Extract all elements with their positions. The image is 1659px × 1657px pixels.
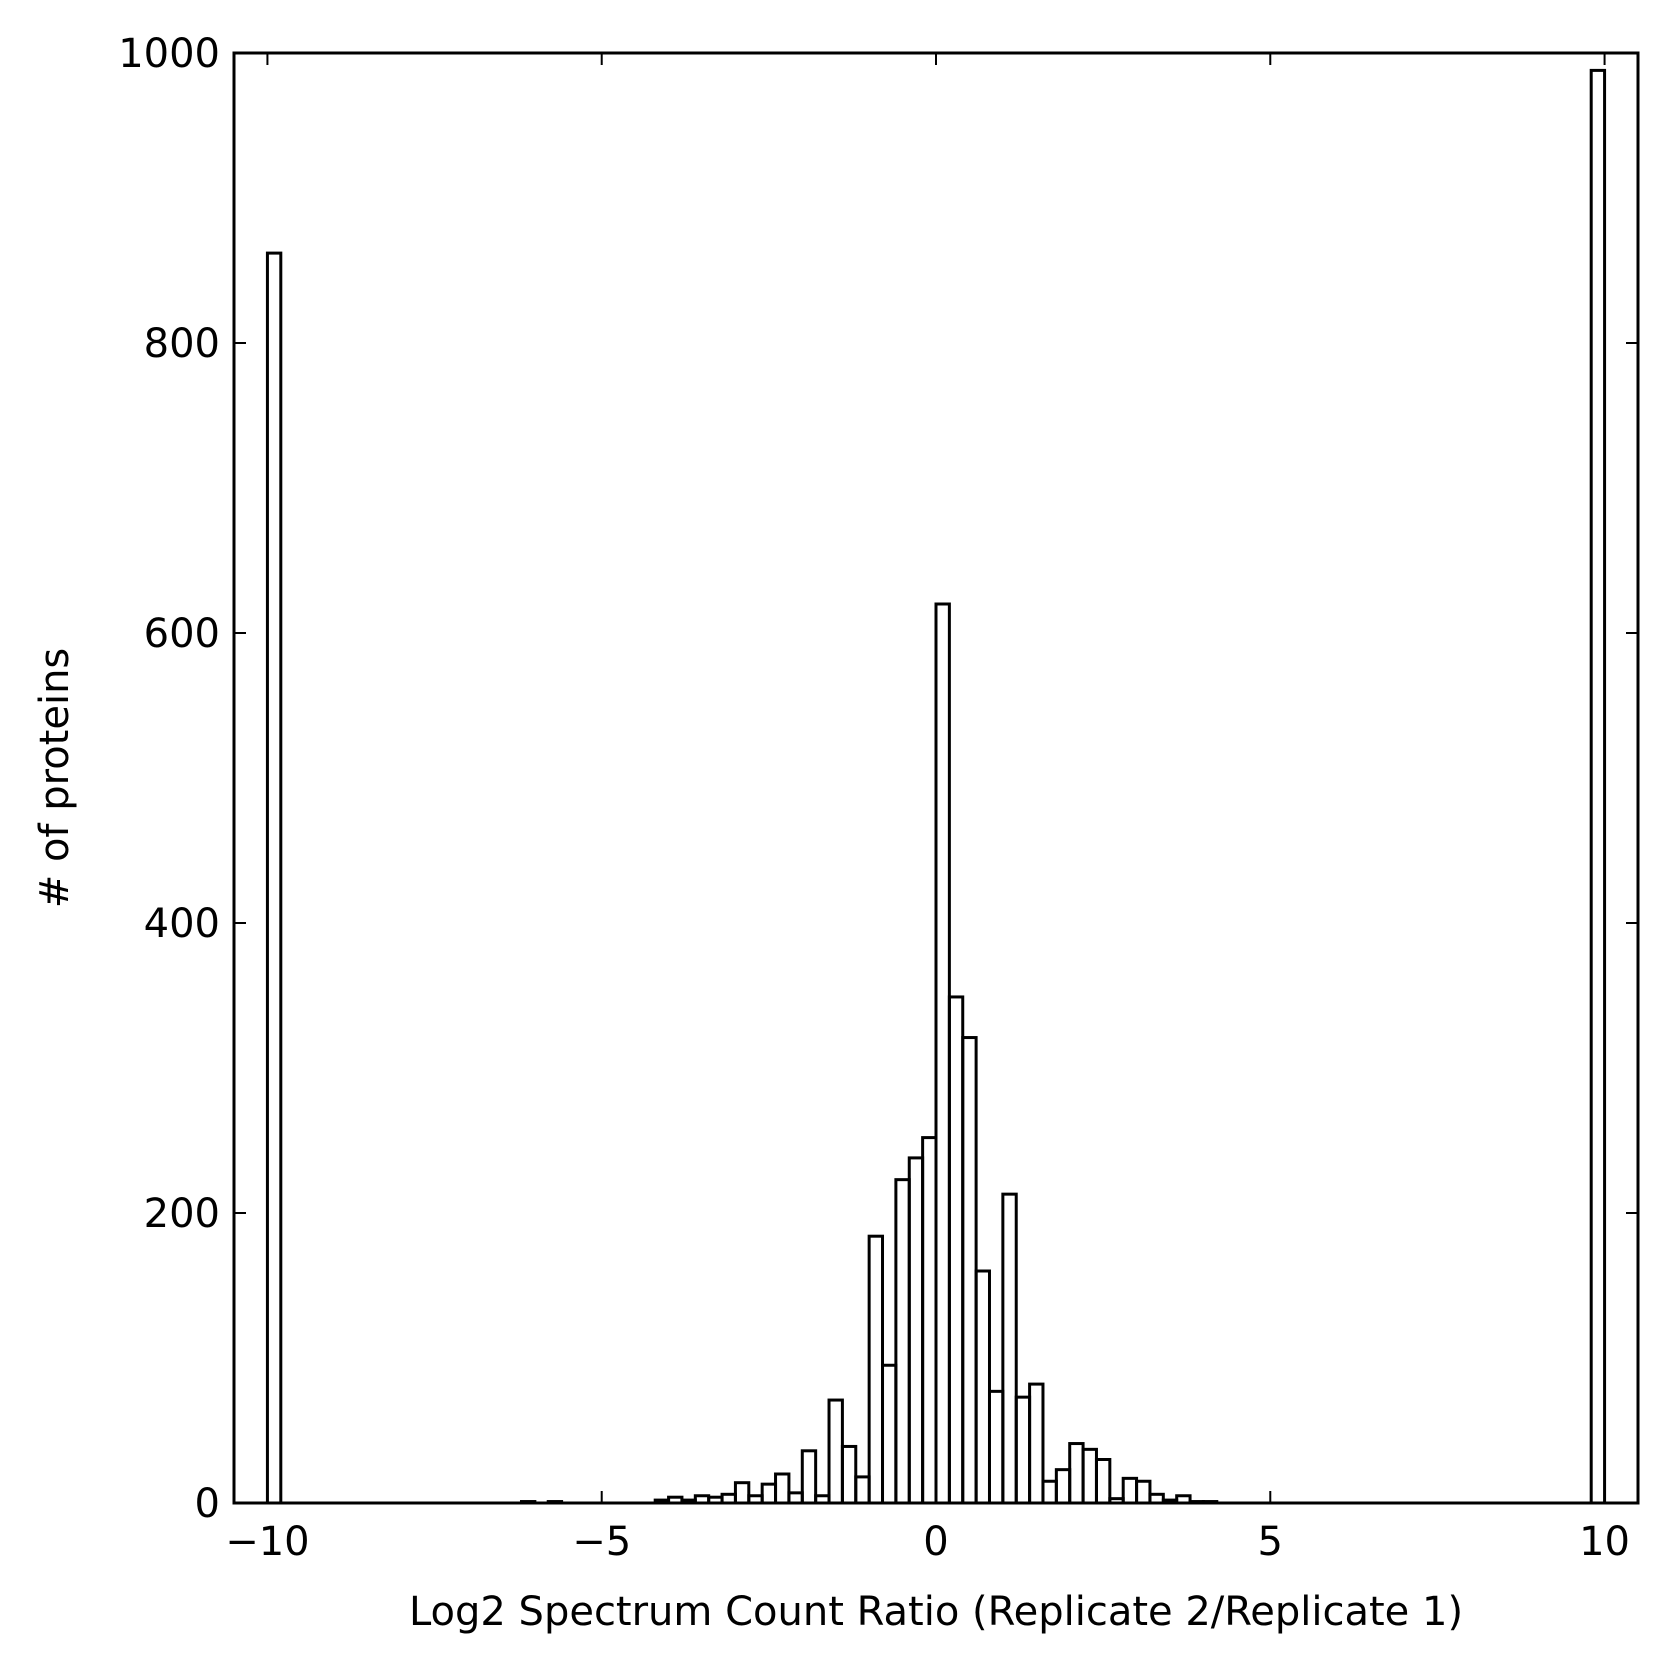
x-tick-label: 5	[1258, 1519, 1283, 1565]
x-tick-label: 10	[1579, 1519, 1630, 1565]
y-axis-label: # of proteins	[32, 648, 78, 909]
y-tick-label: 800	[144, 321, 220, 367]
x-tick-label: −10	[225, 1519, 309, 1565]
y-tick-label: 200	[144, 1191, 220, 1237]
x-tick-label: −5	[572, 1519, 631, 1565]
plot-frame	[232, 51, 1640, 1505]
x-axis-label: Log2 Spectrum Count Ratio (Replicate 2/R…	[409, 1589, 1463, 1635]
y-tick-label: 0	[195, 1481, 220, 1527]
x-tick-label: 0	[923, 1519, 948, 1565]
y-tick-label: 1000	[118, 31, 220, 77]
tick-labels: −10 −5 0 5 10 0 200 400 600 800 1000	[118, 31, 1630, 1565]
y-tick-label: 400	[144, 901, 220, 947]
y-tick-label: 600	[144, 611, 220, 657]
